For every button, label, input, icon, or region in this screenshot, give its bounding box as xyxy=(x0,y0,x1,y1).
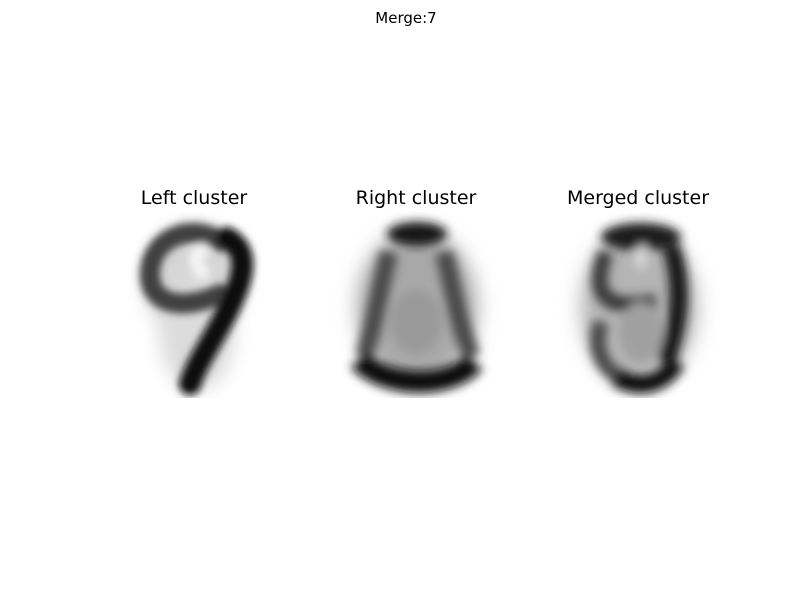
right-cluster-title: Right cluster xyxy=(296,187,536,209)
figure-suptitle: Merge:7 xyxy=(0,9,812,27)
merged-cluster-title: Merged cluster xyxy=(518,187,758,209)
left-cluster-image xyxy=(102,212,288,398)
merged-cluster-image xyxy=(546,212,732,398)
left-cluster-title: Left cluster xyxy=(74,187,314,209)
right-cluster-image xyxy=(324,212,510,398)
